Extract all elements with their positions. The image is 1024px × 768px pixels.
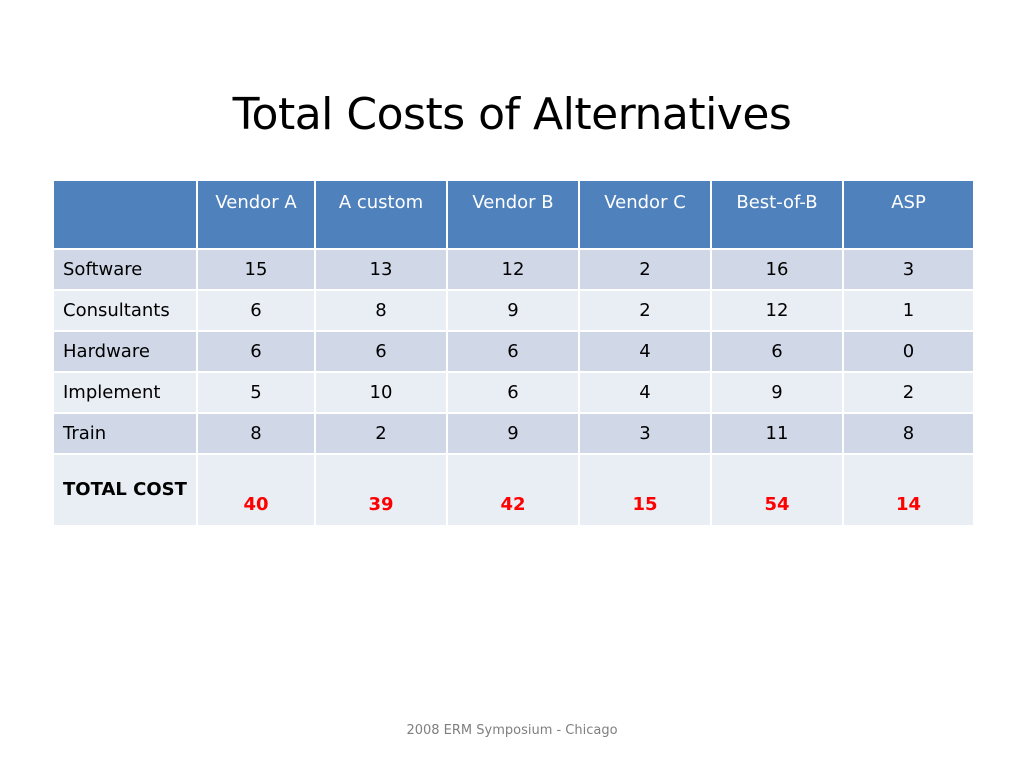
cost-table: Vendor A A custom Vendor B Vendor C Best… [52,179,975,527]
total-value: 14 [842,453,975,527]
table-row: Software 15 13 12 2 16 3 [52,248,975,291]
table-cell: 8 [196,412,316,455]
table-row: Implement 5 10 6 4 9 2 [52,371,975,414]
table-cell: 4 [578,330,712,373]
column-header: Vendor B [446,179,580,250]
total-value: 54 [710,453,844,527]
table-cell: 8 [842,412,975,455]
table-cell: 4 [578,371,712,414]
total-value: 42 [446,453,580,527]
total-value: 39 [314,453,448,527]
table-cell: 6 [196,289,316,332]
column-header: Vendor C [578,179,712,250]
table-row: Train 8 2 9 3 11 8 [52,412,975,455]
row-label: Train [52,412,198,455]
slide-title: Total Costs of Alternatives [232,89,792,141]
table-cell: 3 [842,248,975,291]
total-row: TOTAL COST 40 39 42 15 54 14 [52,453,975,527]
table-header-row: Vendor A A custom Vendor B Vendor C Best… [52,179,975,250]
table-cell: 3 [578,412,712,455]
table-cell: 2 [842,371,975,414]
row-label: Implement [52,371,198,414]
table-cell: 6 [314,330,448,373]
table-cell: 5 [196,371,316,414]
table-cell: 6 [196,330,316,373]
table-cell: 9 [446,289,580,332]
total-label: TOTAL COST [52,453,198,527]
table-cell: 2 [578,248,712,291]
table-cell: 8 [314,289,448,332]
table-cell: 10 [314,371,448,414]
header-corner-cell [52,179,198,250]
row-label: Software [52,248,198,291]
table-row: Hardware 6 6 6 4 6 0 [52,330,975,373]
column-header: A custom [314,179,448,250]
table-cell: 11 [710,412,844,455]
table-cell: 13 [314,248,448,291]
slide-footer: 2008 ERM Symposium - Chicago [406,723,618,738]
table-cell: 12 [446,248,580,291]
table-cell: 9 [446,412,580,455]
column-header: Best-of-B [710,179,844,250]
column-header: ASP [842,179,975,250]
table-cell: 12 [710,289,844,332]
total-value: 40 [196,453,316,527]
row-label: Hardware [52,330,198,373]
table-cell: 6 [710,330,844,373]
total-value: 15 [578,453,712,527]
row-label: Consultants [52,289,198,332]
table-cell: 6 [446,330,580,373]
table-cell: 0 [842,330,975,373]
table-cell: 9 [710,371,844,414]
table-cell: 15 [196,248,316,291]
table-cell: 2 [314,412,448,455]
table-cell: 1 [842,289,975,332]
table-row: Consultants 6 8 9 2 12 1 [52,289,975,332]
column-header: Vendor A [196,179,316,250]
table-cell: 6 [446,371,580,414]
table-cell: 2 [578,289,712,332]
table-cell: 16 [710,248,844,291]
